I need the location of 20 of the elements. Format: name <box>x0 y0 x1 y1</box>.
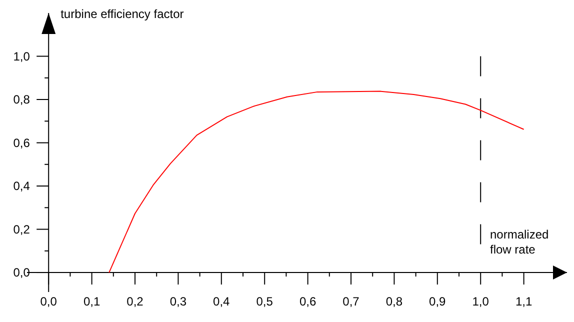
x-tick-label: 0,7 <box>342 294 360 309</box>
x-tick-label: 0,3 <box>170 294 187 309</box>
x-tick-label: 1,1 <box>515 294 532 309</box>
x-tick-label: 0,1 <box>83 294 100 309</box>
x-tick-label: 0,0 <box>40 294 58 309</box>
x-tick-label: 0,5 <box>256 294 274 309</box>
x-tick-label: 0,4 <box>213 294 230 309</box>
y-axis-title: turbine efficiency factor <box>60 7 184 21</box>
x-axis-title: normalized flow rate <box>490 228 549 257</box>
y-tick-label: 1,0 <box>13 49 30 64</box>
x-tick-label: 0,6 <box>299 294 316 309</box>
y-tick-label: 0,0 <box>13 266 30 280</box>
y-tick-label: 0,8 <box>13 92 30 107</box>
x-tick-label: 0,2 <box>126 294 144 309</box>
y-tick-label: 0,4 <box>13 179 30 194</box>
y-tick-label: 0,2 <box>13 222 30 236</box>
y-tick-label: 0,6 <box>13 136 30 150</box>
x-tick-label: 0,9 <box>429 294 446 309</box>
x-tick-label: 1,0 <box>472 294 490 309</box>
x-tick-label: 0,8 <box>386 294 403 309</box>
